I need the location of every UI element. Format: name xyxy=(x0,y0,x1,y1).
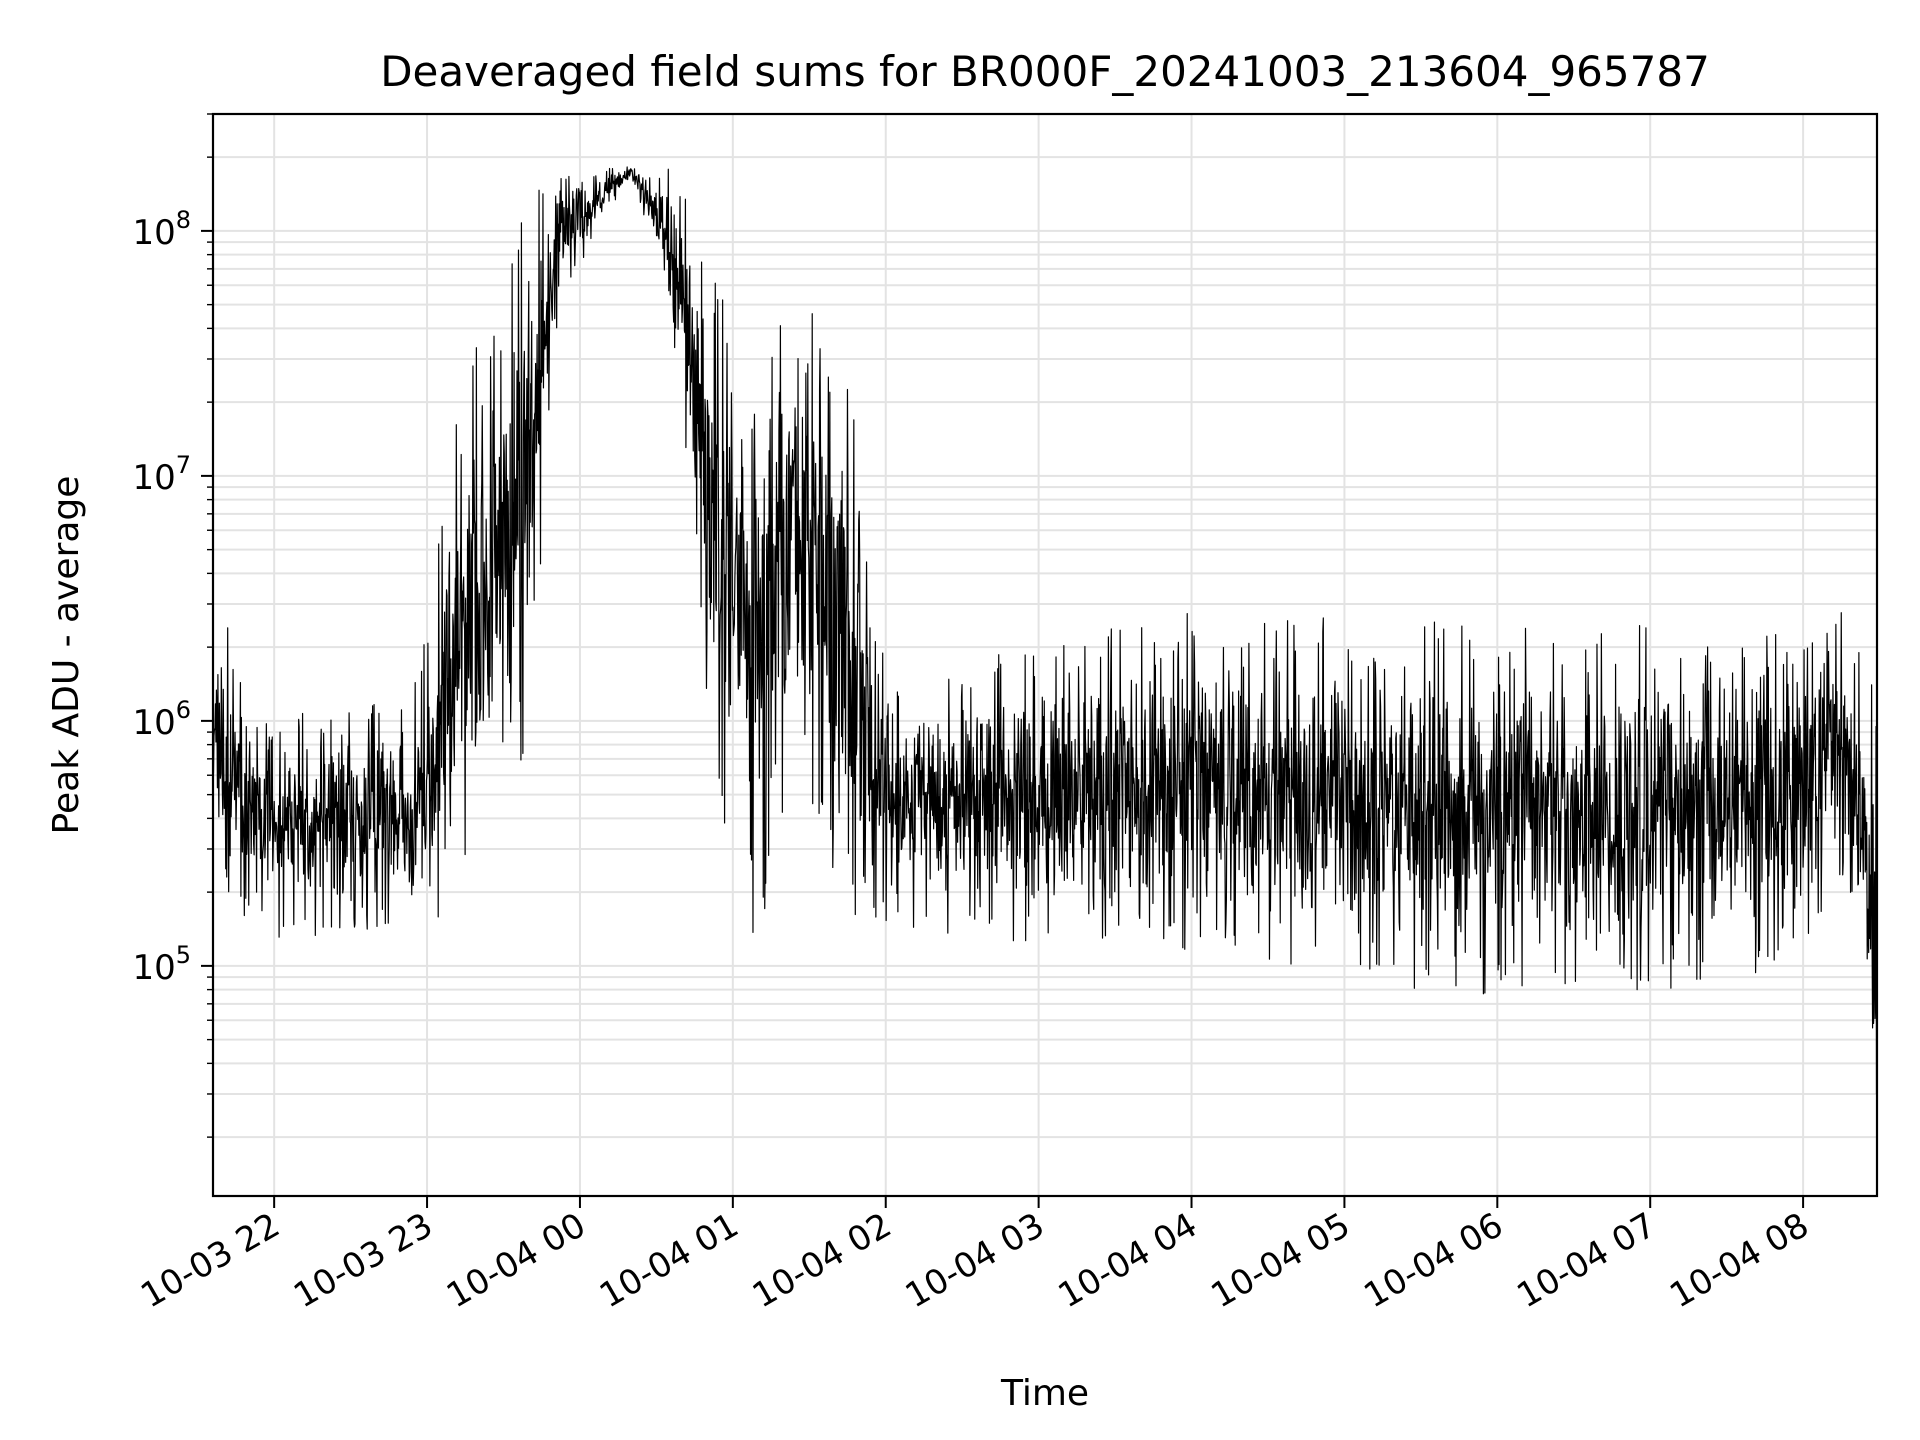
x-axis-label: Time xyxy=(1000,1373,1089,1414)
axis-ticks: 10-03 22 10-03 23 10-04 00 10-04 01 10-04 02… xyxy=(132,113,1816,1316)
y-tick-label: 106 xyxy=(132,696,191,743)
x-tick-label: 10-04 01 xyxy=(593,1205,745,1316)
x-tick-label: 10-03 23 xyxy=(287,1205,439,1316)
y-axis-label: Peak ADU - average xyxy=(46,476,87,835)
x-tick-label: 10-04 03 xyxy=(899,1205,1051,1316)
y-tick-label: 105 xyxy=(132,941,191,988)
x-tick-label: 10-04 02 xyxy=(746,1205,898,1316)
x-tick-label: 10-04 07 xyxy=(1510,1205,1662,1316)
series-layer xyxy=(212,166,1878,1095)
y-tick-label: 107 xyxy=(132,451,191,498)
x-tick-label: 10-03 22 xyxy=(134,1205,286,1316)
plot-frame xyxy=(211,112,1879,1198)
y-tick-label: 108 xyxy=(132,206,191,253)
x-tick-label: 10-04 06 xyxy=(1357,1205,1509,1316)
series-line xyxy=(212,166,1878,1095)
chart-title: Deaveraged field sums for BR000F_2024100… xyxy=(380,47,1710,96)
grid-lines xyxy=(213,113,1877,1196)
x-tick-label: 10-04 05 xyxy=(1205,1205,1357,1316)
x-tick-label: 10-04 08 xyxy=(1663,1205,1815,1316)
x-tick-label: 10-04 04 xyxy=(1052,1205,1204,1316)
x-tick-label: 10-04 00 xyxy=(440,1205,592,1316)
